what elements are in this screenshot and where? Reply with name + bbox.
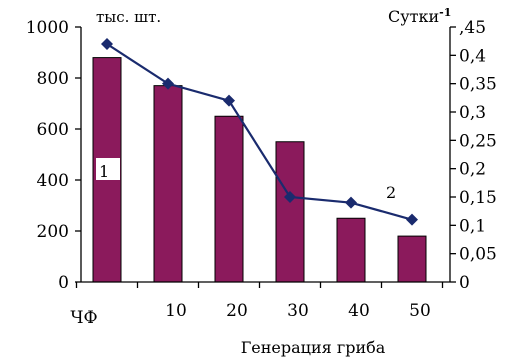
series-2-marker-10 bbox=[162, 77, 174, 90]
bar-10 bbox=[153, 85, 183, 283]
series-1-label-background bbox=[96, 158, 120, 180]
line-series-group bbox=[101, 38, 418, 226]
right-tick-label: 0,15 bbox=[459, 188, 497, 208]
left-tick-label: 400 bbox=[37, 171, 69, 191]
bar-50 bbox=[397, 235, 427, 283]
bar-40 bbox=[336, 217, 366, 283]
series-2-marker-ЧФ bbox=[101, 38, 113, 50]
x-tick-label: ЧФ bbox=[70, 308, 97, 328]
right-tick-label: 0,2 bbox=[459, 160, 486, 180]
left-tick-label: 800 bbox=[37, 69, 69, 89]
left-tick-label: 1000 bbox=[26, 18, 69, 38]
left-tick-label: 600 bbox=[37, 120, 69, 140]
series-2-marker-20 bbox=[223, 94, 235, 107]
bar-30 bbox=[275, 141, 305, 283]
series-2-marker-40 bbox=[345, 196, 357, 209]
left-tick-label: 200 bbox=[37, 222, 69, 242]
right-axis-unit-superscript: -1 bbox=[439, 6, 451, 19]
right-tick-label: 0,4 bbox=[459, 46, 486, 66]
series-2-marker-50 bbox=[406, 213, 418, 226]
right-ticks-group: 0 0,05 0,1 0,15 0,2 0,25 0,3 0,35 0,4 ,45 bbox=[450, 18, 497, 293]
right-tick-label: 0,25 bbox=[459, 131, 497, 151]
series-2-line bbox=[106, 43, 413, 221]
right-tick-label: 0,35 bbox=[459, 75, 497, 95]
series-1-label: 1 bbox=[99, 162, 109, 181]
right-tick-label: 0,1 bbox=[459, 216, 486, 236]
right-tick-label: 0,3 bbox=[459, 103, 486, 123]
series-2-marker-30 bbox=[284, 191, 296, 203]
x-tick-label: 40 bbox=[348, 301, 370, 321]
x-ticks-group: ЧФ 10 20 30 40 50 bbox=[70, 282, 444, 328]
right-tick-label: 0 bbox=[459, 273, 470, 293]
bar-20 bbox=[214, 115, 244, 283]
axes-group bbox=[80, 27, 451, 283]
right-tick-label: 0,05 bbox=[459, 245, 497, 265]
x-tick-label: 30 bbox=[287, 301, 309, 321]
x-tick-label: 50 bbox=[409, 301, 431, 321]
left-ticks-group: 0 200 400 600 800 1000 bbox=[26, 18, 81, 293]
right-axis-unit-text: Сутки bbox=[388, 7, 439, 26]
left-axis-unit-label: тыс. шт. bbox=[96, 8, 161, 26]
x-tick-label: 20 bbox=[226, 301, 248, 321]
x-tick-label: 10 bbox=[165, 301, 187, 321]
bars-group bbox=[92, 57, 427, 283]
right-axis-unit-label: Сутки-1 bbox=[388, 6, 451, 26]
x-axis-title: Генерация гриба bbox=[241, 338, 386, 357]
series-2-label: 2 bbox=[386, 183, 396, 202]
right-tick-label: ,45 bbox=[459, 18, 486, 38]
left-tick-label: 0 bbox=[58, 273, 69, 293]
